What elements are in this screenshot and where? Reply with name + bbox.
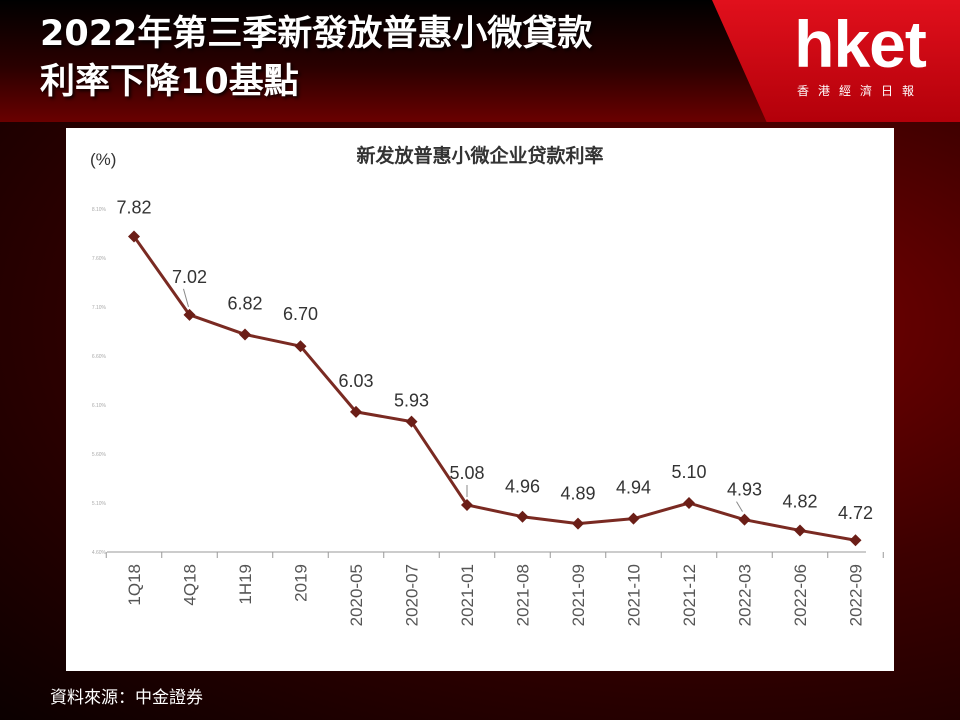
leader-line <box>183 288 189 307</box>
x-tick-label: 2019 <box>292 564 311 602</box>
x-tick-label: 2020-07 <box>403 564 422 626</box>
data-point-marker <box>294 340 307 353</box>
data-point-marker <box>794 524 806 537</box>
data-label: 4.96 <box>505 477 540 497</box>
x-tick-label: 2021-12 <box>680 564 699 626</box>
data-label: 4.93 <box>727 480 762 500</box>
y-tick-label: 6.60% <box>92 354 107 360</box>
data-point-marker <box>350 405 362 418</box>
data-labels: 7.82 7.02 6.82 6.70 6.03 5.93 5.08 4.96 4.89 4.94… <box>116 197 873 523</box>
data-label: 6.03 <box>338 371 373 391</box>
x-tick-label: 2021-01 <box>458 564 477 626</box>
data-point-marker <box>516 510 529 523</box>
x-tick-label: 2021-09 <box>569 564 588 626</box>
data-label: 6.70 <box>283 304 318 324</box>
data-point-marker <box>627 512 640 525</box>
data-label: 5.10 <box>671 462 706 482</box>
x-tick-marks <box>105 552 884 558</box>
y-tick-label: 5.10% <box>92 501 107 507</box>
data-label: 5.93 <box>394 391 429 411</box>
x-tick-label: 2021-10 <box>625 564 644 626</box>
y-tick-label: 6.10% <box>92 403 107 409</box>
x-tick-label: 2022-09 <box>847 564 866 626</box>
data-label: 5.08 <box>449 463 484 483</box>
line-chart: 新发放普惠小微企业贷款利率 (%) 4.60% 5.10% 5.60% 6.10% 6.… <box>90 144 884 626</box>
source-note: 資料來源：中金證券 <box>50 688 203 708</box>
data-label: 6.82 <box>227 293 262 313</box>
y-tick-label: 7.10% <box>92 305 107 311</box>
data-point-marker <box>239 328 251 341</box>
data-point-marker <box>183 308 196 321</box>
chart-panel: 新发放普惠小微企业贷款利率 (%) 4.60% 5.10% 5.60% 6.10% 6.… <box>66 128 894 671</box>
x-tick-labels: 1Q18 4Q18 1H19 2019 2020-05 2020-07 2021-01 202… <box>125 564 866 626</box>
x-tick-label: 1Q18 <box>125 564 144 606</box>
page-title: 2022年第三季新發放普惠小微貸款 利率下降10基點 <box>40 10 730 106</box>
y-tick-label: 7.60% <box>92 256 107 262</box>
y-axis-unit: (%) <box>90 150 116 169</box>
series-line <box>132 235 856 542</box>
title-line-1: 2022年第三季新發放普惠小微貸款 <box>40 14 593 54</box>
x-tick-label: 2022-03 <box>736 564 755 626</box>
y-tick-label: 5.60% <box>92 452 107 458</box>
y-tick-label: 8.10% <box>92 207 107 213</box>
data-point-marker <box>128 230 140 243</box>
data-label: 4.89 <box>560 484 595 504</box>
x-tick-label: 4Q18 <box>181 564 200 606</box>
x-tick-label: 1H19 <box>236 564 255 605</box>
data-point-marker <box>738 513 751 526</box>
data-label: 4.94 <box>616 478 651 498</box>
data-label: 4.72 <box>838 503 873 523</box>
y-tick-label: 4.60% <box>92 550 107 556</box>
x-tick-label: 2020-05 <box>347 564 366 626</box>
hket-logo: hket <box>794 7 927 81</box>
data-point-marker <box>683 497 695 509</box>
y-tick-labels: 4.60% 5.10% 5.60% 6.10% 6.60% 7.10% 7.60% 8.10% <box>92 207 107 556</box>
x-tick-label: 2022-06 <box>791 564 810 626</box>
data-label: 4.82 <box>782 491 817 511</box>
data-point-marker <box>461 498 473 511</box>
chart-title: 新发放普惠小微企业贷款利率 <box>356 144 603 167</box>
data-point-marker <box>405 415 418 428</box>
leader-line <box>736 501 743 512</box>
data-point-marker <box>849 534 862 547</box>
data-label: 7.82 <box>116 197 151 217</box>
data-label: 7.02 <box>172 267 207 287</box>
x-tick-label: 2021-08 <box>514 564 533 626</box>
series-markers <box>128 230 862 547</box>
hket-logo-subtitle: 香港經濟日報 <box>796 84 923 98</box>
label-leader-lines <box>183 288 743 512</box>
title-line-2: 利率下降10基點 <box>40 62 299 102</box>
data-point-marker <box>572 517 584 530</box>
